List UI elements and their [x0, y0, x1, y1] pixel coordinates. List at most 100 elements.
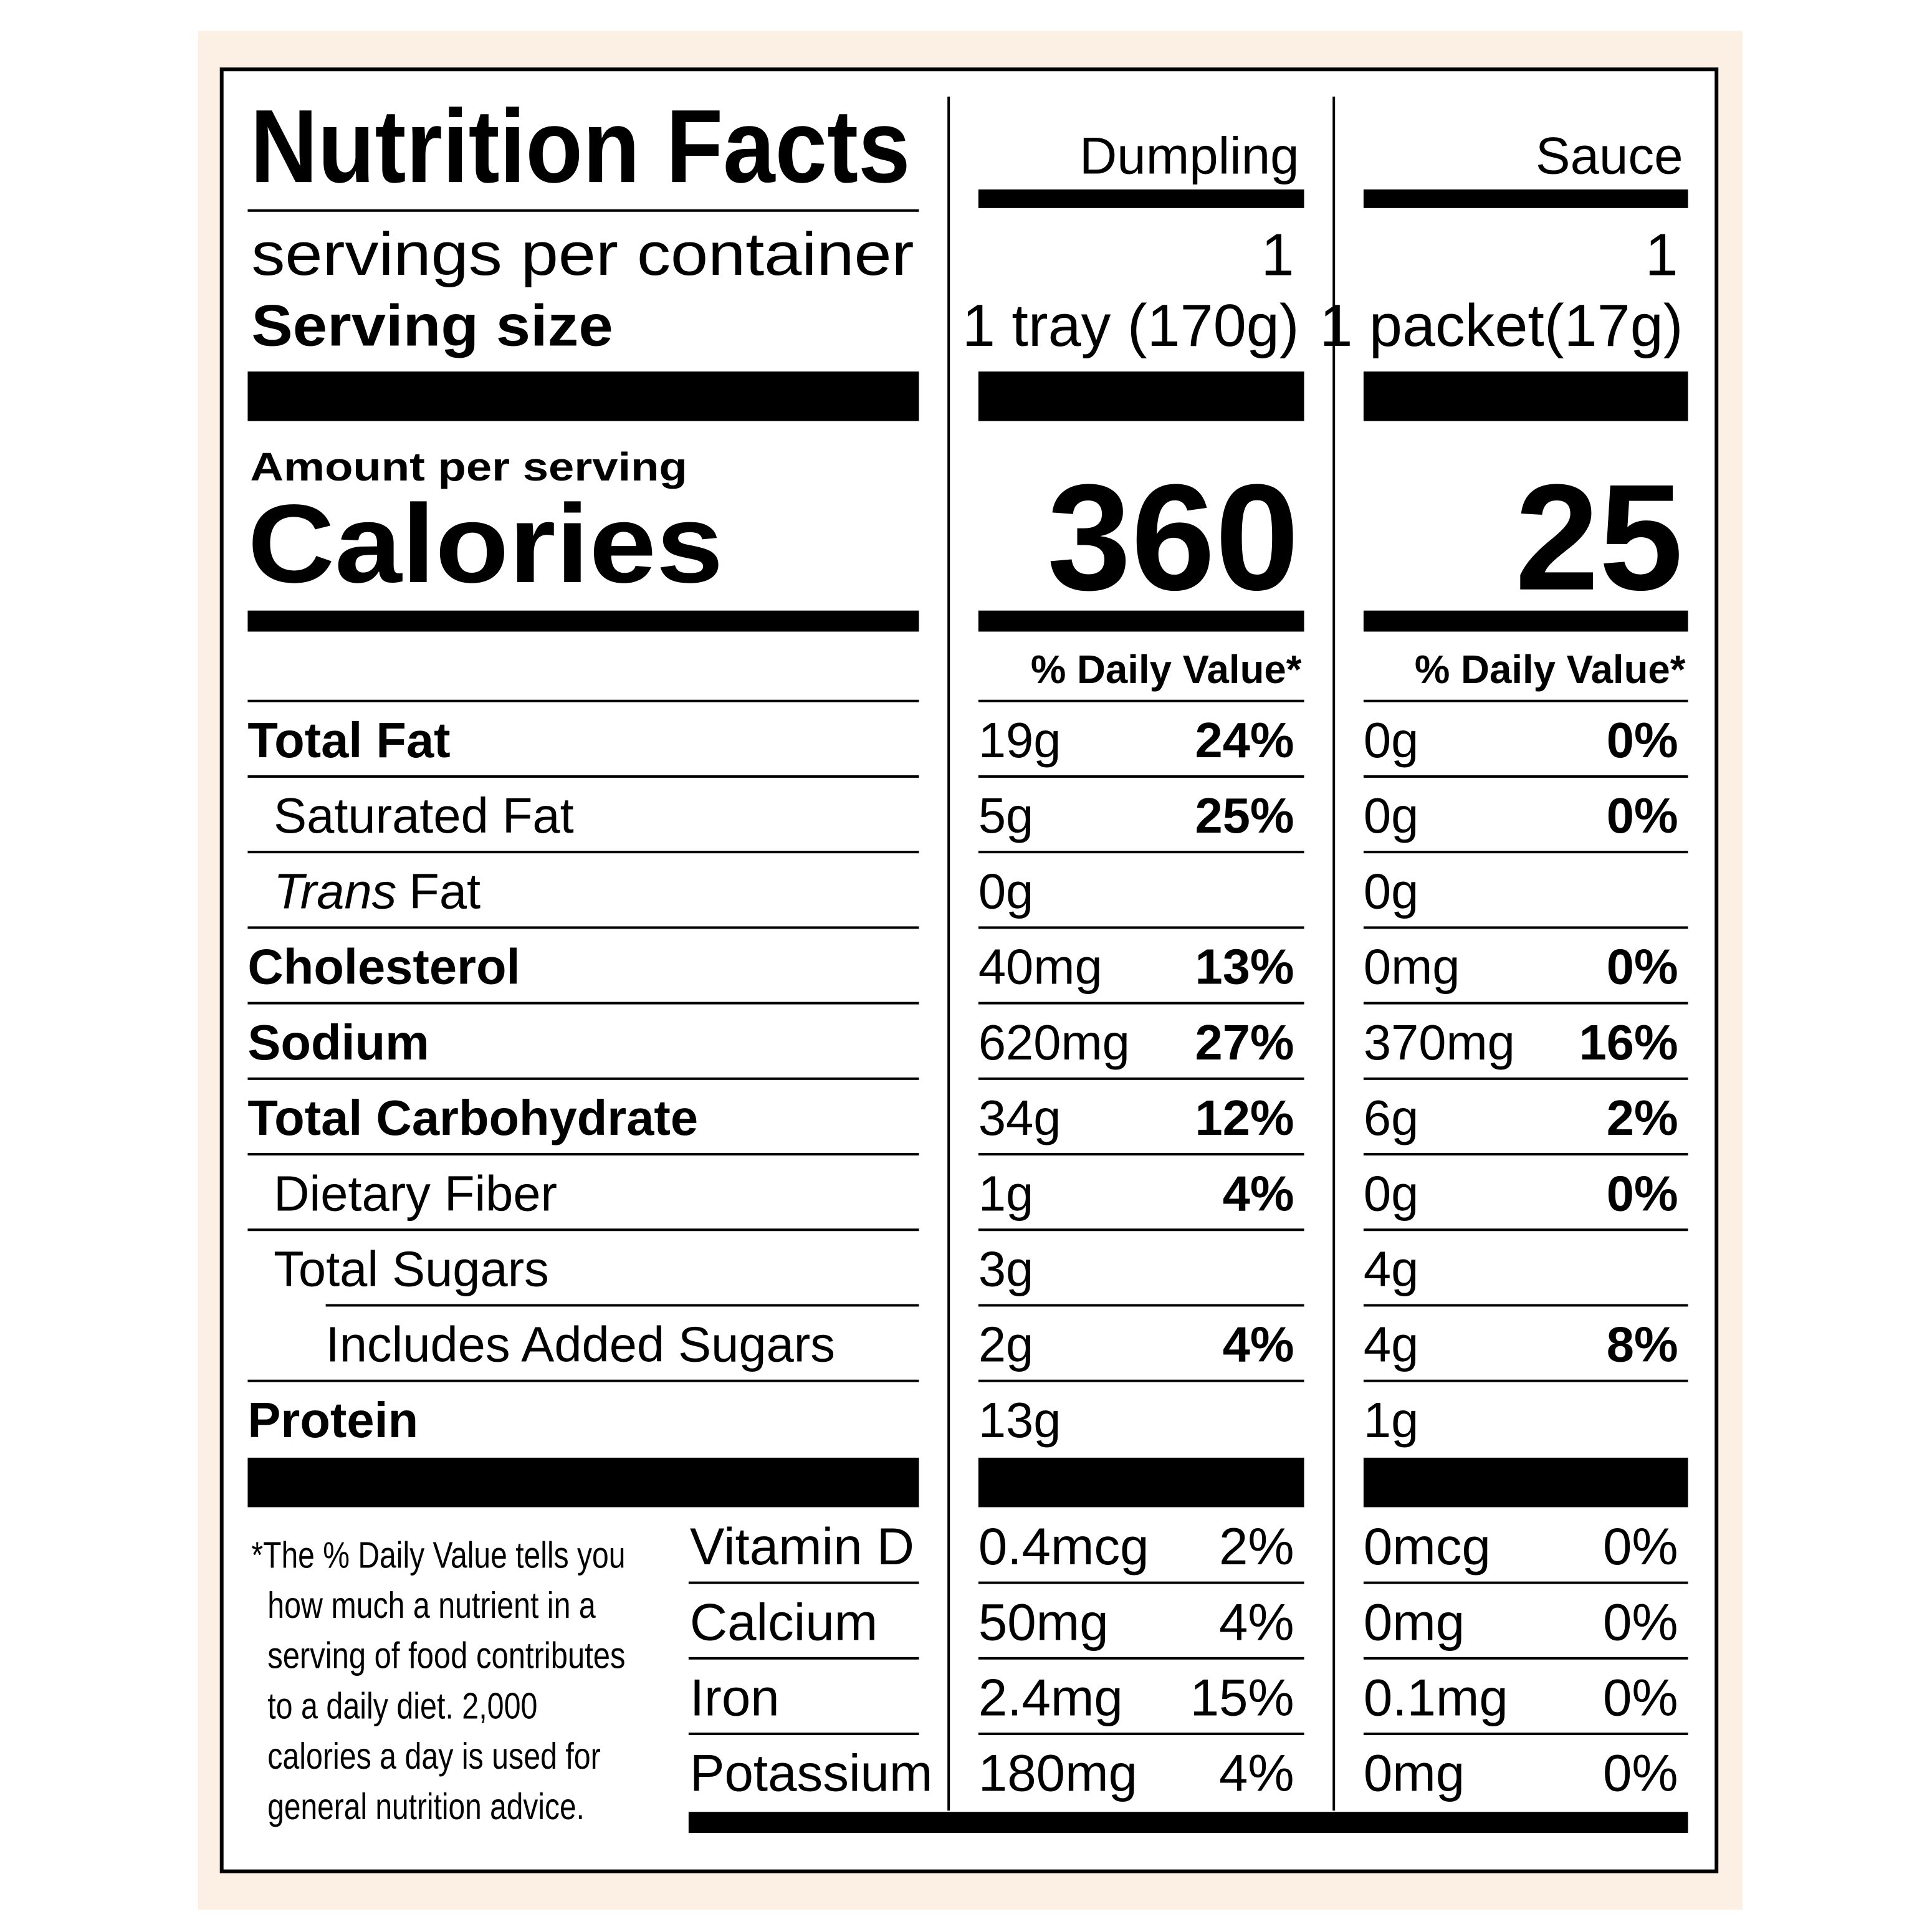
amount-per-serving: Amount per serving	[250, 445, 687, 489]
rule	[978, 1304, 1304, 1307]
servings: 1	[1645, 222, 1678, 289]
bar	[1363, 610, 1688, 632]
rule	[978, 1581, 1304, 1584]
rule	[247, 1379, 919, 1382]
label-part: Total Sugars	[274, 1241, 549, 1296]
amount: 13g	[978, 1392, 1061, 1448]
label-part: Total Fat	[247, 712, 450, 768]
rule	[978, 699, 1304, 702]
rule	[1363, 1228, 1688, 1231]
amount: 370mg	[1364, 1015, 1515, 1070]
amount: 0g	[1364, 712, 1418, 768]
bar	[247, 1457, 919, 1508]
daily-value: 13%	[1195, 939, 1294, 995]
rule	[1363, 851, 1688, 854]
rule	[325, 1304, 919, 1307]
bar	[1363, 371, 1688, 421]
amount: 40mg	[978, 939, 1102, 995]
amount: 0mg	[1364, 939, 1460, 995]
rule	[1363, 775, 1688, 778]
label-part: Sodium	[247, 1015, 429, 1070]
nutrient-label: Trans Fat	[274, 863, 481, 919]
calories: 360	[1047, 454, 1299, 622]
rule	[247, 1002, 919, 1005]
label-border	[219, 67, 1719, 1873]
daily-value: 0%	[1603, 1592, 1678, 1651]
rule	[978, 1733, 1304, 1736]
vitamin-label: Iron	[690, 1668, 780, 1726]
amount: 0mg	[1364, 1744, 1465, 1802]
daily-value: 4%	[1219, 1592, 1294, 1651]
daily-value: 16%	[1579, 1015, 1678, 1070]
amount: 2.4mg	[978, 1668, 1123, 1726]
amount: 0g	[1364, 788, 1418, 843]
title: Nutrition Facts	[250, 88, 910, 204]
daily-value: 4%	[1219, 1744, 1294, 1802]
amount: 0.4mcg	[978, 1517, 1149, 1576]
bar	[247, 371, 919, 421]
amount: 620mg	[978, 1015, 1130, 1070]
vitamin-label: Vitamin D	[690, 1517, 914, 1576]
bar	[978, 371, 1304, 421]
rule	[688, 1581, 919, 1584]
rule	[1363, 926, 1688, 929]
footnote-line: to a daily diet. 2,000	[267, 1685, 537, 1726]
rule	[247, 775, 919, 778]
rule	[1363, 1002, 1688, 1005]
rule	[247, 1228, 919, 1231]
rule	[1363, 1581, 1688, 1584]
vitamin-label: Potassium	[690, 1744, 933, 1802]
nutrient-label: Total Fat	[247, 712, 450, 768]
rule	[247, 699, 919, 702]
bar	[247, 610, 919, 632]
rule	[1363, 699, 1688, 702]
label-part: Cholesterol	[247, 939, 520, 995]
daily-value: 24%	[1195, 712, 1294, 768]
daily-value: 0%	[1607, 788, 1678, 843]
rule	[1363, 1657, 1688, 1660]
daily-value: 12%	[1195, 1090, 1294, 1145]
amount: 6g	[1364, 1090, 1418, 1145]
rule	[978, 1077, 1304, 1080]
daily-value: 8%	[1607, 1317, 1678, 1372]
amount: 19g	[978, 712, 1061, 768]
rule	[978, 926, 1304, 929]
daily-value: 0%	[1603, 1517, 1678, 1576]
nutrient-label: Total Sugars	[274, 1241, 549, 1296]
rule	[1363, 1733, 1688, 1736]
nutrient-label: Protein	[247, 1392, 418, 1448]
rule	[247, 926, 919, 929]
bar	[1363, 1457, 1688, 1508]
amount: 5g	[978, 788, 1033, 843]
rule	[978, 1379, 1304, 1382]
rule	[978, 1002, 1304, 1005]
calories: 25	[1515, 454, 1683, 622]
rule	[247, 851, 919, 854]
amount: 3g	[978, 1241, 1033, 1296]
amount: 2g	[978, 1317, 1033, 1372]
footnote-line: calories a day is used for	[267, 1735, 601, 1777]
serving-size-label: Serving size	[251, 292, 613, 358]
nutrient-label: Sodium	[247, 1015, 429, 1070]
footnote-line: general nutrition advice.	[267, 1786, 585, 1827]
bar	[978, 610, 1304, 632]
label-part: Saturated Fat	[274, 788, 574, 843]
servings-label: servings per container	[251, 220, 914, 288]
rule	[247, 209, 919, 212]
bar	[1363, 189, 1688, 208]
daily-value: 0%	[1607, 939, 1678, 995]
amount: 180mg	[978, 1744, 1137, 1802]
nutrient-label: Dietary Fiber	[274, 1165, 557, 1221]
rule	[688, 1657, 919, 1660]
amount: 0.1mg	[1364, 1668, 1508, 1726]
rule	[978, 851, 1304, 854]
amount: 0g	[1364, 1165, 1418, 1221]
nutrient-label: Saturated Fat	[274, 788, 574, 843]
nutrient-label: Includes Added Sugars	[326, 1317, 835, 1372]
amount: 4g	[1364, 1317, 1418, 1372]
bar	[978, 1457, 1304, 1508]
daily-value: 15%	[1190, 1668, 1294, 1726]
daily-value: 2%	[1607, 1090, 1678, 1145]
rule	[247, 1077, 919, 1080]
